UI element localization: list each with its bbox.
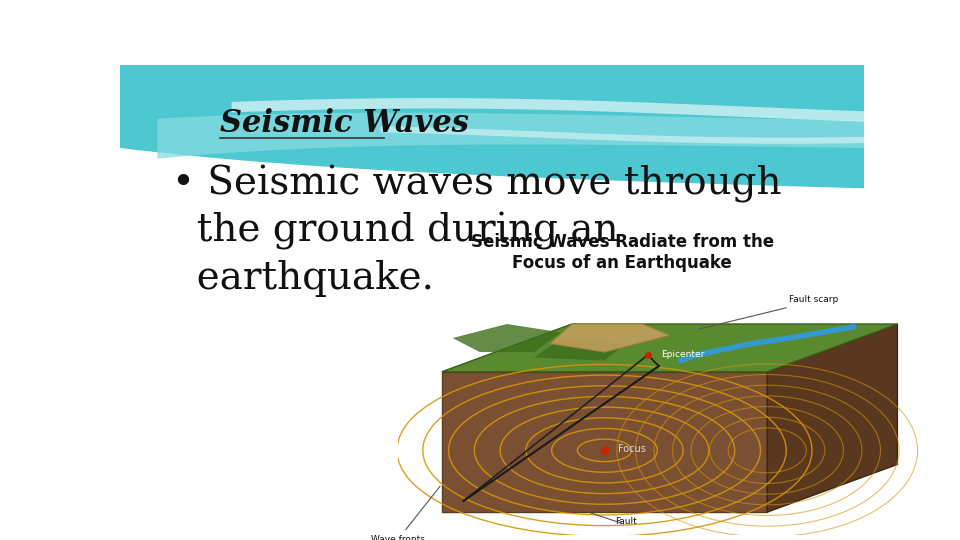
Polygon shape bbox=[157, 113, 864, 159]
Text: Wave fronts: Wave fronts bbox=[372, 486, 440, 540]
Text: Seismic Waves Radiate from the
Focus of an Earthquake: Seismic Waves Radiate from the Focus of … bbox=[470, 233, 774, 272]
Polygon shape bbox=[120, 65, 864, 188]
Polygon shape bbox=[231, 98, 864, 122]
Text: Focus: Focus bbox=[618, 444, 646, 454]
Polygon shape bbox=[380, 126, 864, 144]
Polygon shape bbox=[534, 338, 626, 361]
Text: Fault: Fault bbox=[615, 517, 637, 526]
Text: Epicenter: Epicenter bbox=[661, 350, 705, 360]
Text: • Seismic waves move through: • Seismic waves move through bbox=[172, 165, 781, 202]
Polygon shape bbox=[442, 324, 898, 372]
Polygon shape bbox=[550, 324, 669, 352]
Polygon shape bbox=[453, 324, 561, 352]
Text: Seismic Waves: Seismic Waves bbox=[221, 109, 469, 139]
Text: earthquake.: earthquake. bbox=[172, 260, 434, 297]
Polygon shape bbox=[767, 324, 898, 512]
Text: Fault scarp: Fault scarp bbox=[789, 295, 838, 305]
Text: the ground during an: the ground during an bbox=[172, 212, 618, 251]
Polygon shape bbox=[442, 372, 767, 512]
